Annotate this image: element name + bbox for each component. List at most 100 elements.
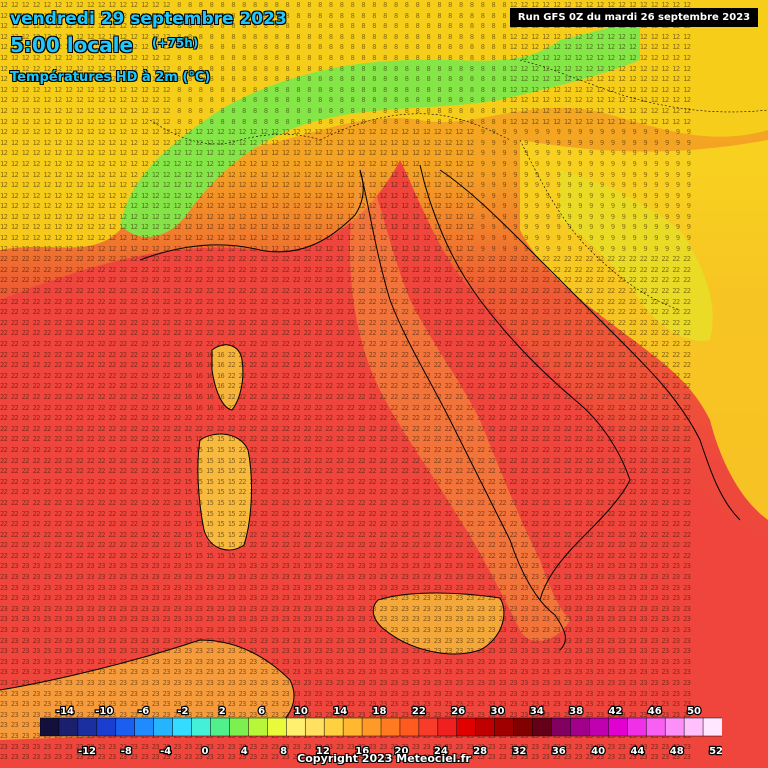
- tyrrhenian-warm-zone: [0, 160, 768, 768]
- italy-west-coast: [359, 169, 566, 651]
- scale-swatch: [115, 717, 136, 737]
- scale-swatch: [40, 717, 60, 737]
- scale-swatch: [248, 717, 268, 737]
- scale-swatch: [153, 717, 174, 737]
- scale-swatch: [58, 717, 79, 737]
- scale-swatch: [475, 717, 496, 737]
- scale-tick-label: 38: [569, 706, 583, 717]
- sicily-outline: [372, 592, 505, 655]
- scale-swatch: [267, 717, 287, 737]
- france-coast: [139, 169, 364, 261]
- scale-tick-label: 18: [373, 706, 387, 717]
- alps-green-band: [120, 20, 640, 237]
- scale-tick-label: -14: [56, 706, 74, 717]
- scale-tick-label: -4: [160, 746, 171, 756]
- border-central-europe: [519, 59, 768, 113]
- scale-tick-label: 44: [630, 746, 644, 756]
- scale-tick-label: 46: [648, 706, 662, 717]
- scale-tick-label: 6: [258, 706, 265, 717]
- scale-tick-label: 28: [473, 746, 487, 756]
- scale-swatch: [494, 717, 515, 737]
- scale-tick-label: -6: [138, 706, 149, 717]
- temperature-color-scale: -14 -10 -6 -2 2 6 10 14 18 22 26 30 34 38 42 46 50-12 -8-…: [40, 705, 722, 756]
- scale-tick-label: 0: [201, 746, 208, 756]
- scale-swatch: [513, 717, 534, 737]
- tunisia-coast: [0, 640, 294, 740]
- scale-tick-label: 30: [491, 706, 505, 717]
- scale-tick-label: 50: [687, 706, 701, 717]
- borders: [149, 59, 768, 311]
- scale-swatch: [627, 717, 647, 737]
- scale-tick-label: -12: [78, 746, 96, 756]
- scale-swatch: [229, 717, 249, 737]
- sicily: [373, 593, 504, 654]
- scale-swatch: [418, 717, 439, 737]
- scale-swatch: [664, 717, 685, 737]
- scale-tick-label: 20: [395, 746, 409, 756]
- corsica: [212, 344, 243, 410]
- scale-tick-label: 24: [434, 746, 448, 756]
- africa-coast: [0, 639, 295, 731]
- coastlines: [0, 164, 741, 731]
- scale-swatch: [645, 717, 666, 737]
- copyright-text: Copyright 2023 Meteociel.fr: [297, 752, 471, 765]
- scale-swatch: [286, 717, 306, 737]
- scale-swatch: [683, 717, 704, 737]
- scale-swatch: [134, 717, 155, 737]
- scale-tick-label: 16: [355, 746, 369, 756]
- scale-tick-label: 40: [591, 746, 605, 756]
- scale-swatch: [551, 717, 571, 737]
- scale-swatch: [702, 717, 722, 737]
- scale-tick-label: -10: [95, 706, 113, 717]
- scale-tick-label: 32: [513, 746, 527, 756]
- scale-swatch: [96, 717, 117, 737]
- scale-swatch: [532, 717, 553, 737]
- scale-swatch: [342, 717, 363, 737]
- scale-swatch: [570, 717, 590, 737]
- scale-tick-label: 12: [316, 746, 330, 756]
- scale-swatch: [399, 717, 420, 737]
- sardinia-outline: [197, 433, 252, 551]
- scale-tick-label: -2: [177, 706, 188, 717]
- scale-tick-label: 36: [552, 746, 566, 756]
- forecast-local-time: 5:00 locale: [10, 33, 134, 57]
- scale-tick-label: 4: [241, 746, 248, 756]
- scale-swatch: [380, 717, 401, 737]
- italy-east-coast: [419, 164, 631, 601]
- scale-swatch: [323, 717, 344, 737]
- adriatic-east-coast: [439, 169, 741, 521]
- italy-peninsula: [350, 160, 570, 641]
- sardinia: [197, 434, 252, 550]
- balkans-yellow-zone: [520, 140, 768, 520]
- scale-swatch: [437, 717, 458, 737]
- scale-swatch: [210, 717, 230, 737]
- scale-tick-label: 14: [333, 706, 347, 717]
- scale-tick-label: 22: [412, 706, 426, 717]
- border-france-switzerland: [149, 119, 321, 145]
- border-balkans: [519, 139, 681, 311]
- scale-tick-label: 34: [530, 706, 544, 717]
- scale-swatch: [172, 717, 193, 737]
- scale-tick-label: 2: [219, 706, 226, 717]
- scale-swatch: [304, 717, 325, 737]
- scale-tick-label: 8: [280, 746, 287, 756]
- run-info-badge: Run GFS 0Z du mardi 26 septembre 2023: [510, 8, 758, 27]
- scale-tick-label: 26: [451, 706, 465, 717]
- scale-tick-label: 52: [709, 746, 722, 756]
- scale-swatch: [361, 717, 382, 737]
- scale-tick-label: 48: [670, 746, 684, 756]
- scale-tick-label: 42: [608, 706, 622, 717]
- scale-swatch: [456, 717, 477, 737]
- scale-swatch: [77, 717, 98, 737]
- corsica-outline: [211, 344, 244, 411]
- forecast-date: vendredi 29 septembre 2023: [10, 9, 287, 29]
- scale-tick-label: 10: [294, 706, 308, 717]
- scale-swatch: [608, 717, 628, 737]
- parameter-title: Températures HD à 2m (°C): [10, 70, 211, 85]
- scale-tick-label: -8: [121, 746, 132, 756]
- scale-swatch: [191, 717, 212, 737]
- forecast-lead-time: (+75h): [152, 36, 199, 50]
